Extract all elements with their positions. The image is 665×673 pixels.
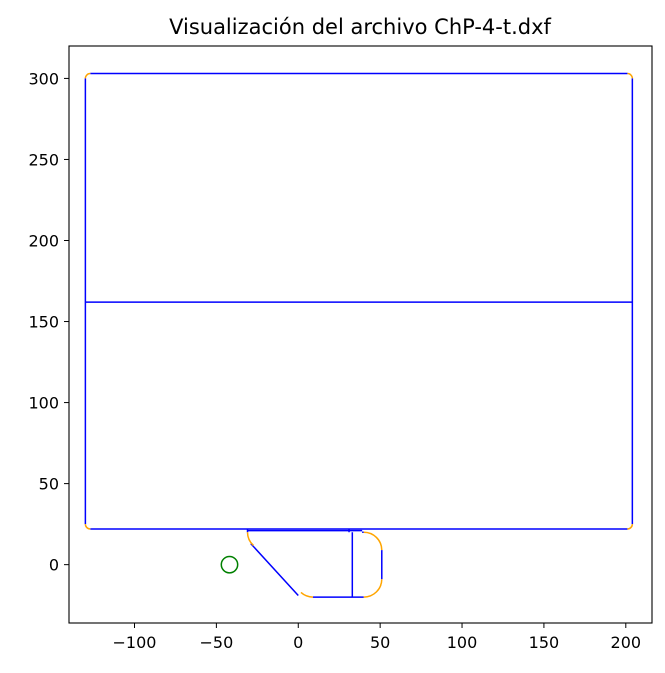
x-tick-label: 100 — [447, 633, 478, 652]
y-tick-label: 100 — [28, 394, 59, 413]
x-tick-label: 50 — [370, 633, 390, 652]
dxf-entities — [84, 72, 634, 598]
x-tick-label: −50 — [200, 633, 234, 652]
dxf-arc — [84, 72, 91, 79]
dxf-arc — [300, 591, 314, 598]
y-tick-label: 300 — [28, 69, 59, 88]
dxf-arc — [84, 524, 91, 530]
dxf-arc — [627, 524, 634, 530]
y-tick-label: 0 — [49, 556, 59, 575]
y-axis: 0 50 100 150 200 250 300 — [28, 69, 69, 575]
y-tick-label: 200 — [28, 231, 59, 250]
x-tick-label: 0 — [293, 633, 303, 652]
y-tick-label: 250 — [28, 150, 59, 169]
dxf-arc — [246, 532, 254, 547]
x-tick-label: −100 — [113, 633, 157, 652]
dxf-arc — [627, 72, 634, 79]
plot-frame — [68, 45, 653, 624]
chart-title: Visualización del archivo ChP-4-t.dxf — [169, 15, 551, 39]
x-tick-label: 200 — [611, 633, 642, 652]
dxf-line — [250, 543, 299, 596]
dxf-arc — [363, 579, 383, 598]
x-tick-label: 150 — [529, 633, 560, 652]
dxf-arc — [363, 531, 383, 551]
y-tick-label: 50 — [39, 475, 59, 494]
x-axis: −100 −50 0 50 100 150 200 — [113, 623, 642, 652]
y-tick-label: 150 — [28, 313, 59, 332]
dxf-circle — [220, 555, 239, 574]
